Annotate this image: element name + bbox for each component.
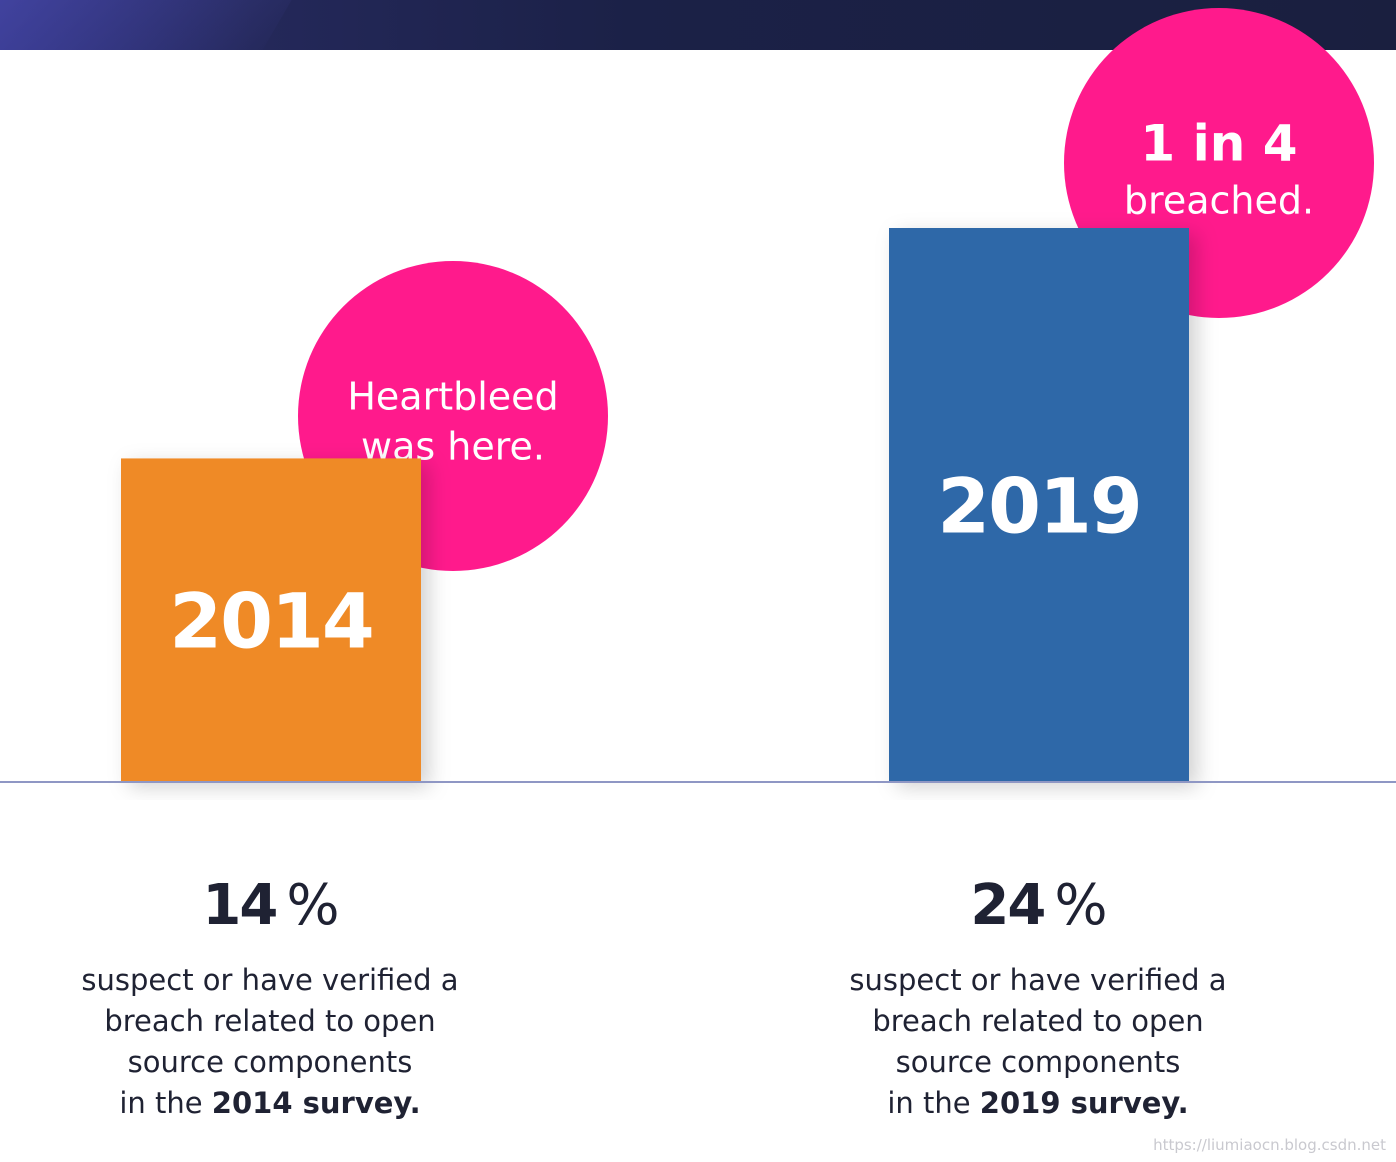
- stat-desc-line: source components: [895, 1045, 1181, 1079]
- bar-label-2014: 2014: [169, 577, 373, 666]
- bar-label-2019: 2019: [937, 462, 1141, 551]
- stat-desc-line: breach related to open: [872, 1004, 1204, 1038]
- stat-percent-2014: 14%: [40, 878, 500, 934]
- stat-desc-line: in the 2019 survey.: [808, 1083, 1268, 1124]
- annotation-label-2019: breached.: [1124, 178, 1314, 222]
- stat-percent-value: 24: [970, 873, 1046, 938]
- stat-desc-line: suspect or have verified a: [849, 963, 1227, 997]
- bar-2019: [889, 228, 1189, 781]
- stat-desc-line: breach related to open: [104, 1004, 436, 1038]
- stat-description-2014: suspect or have verified a breach relate…: [40, 960, 500, 1124]
- stat-percent-sign: %: [1054, 873, 1107, 938]
- stat-desc-line: suspect or have verified a: [81, 963, 459, 997]
- bar-2014: [121, 458, 421, 781]
- annotation-label-2014: Heartbleed: [347, 374, 558, 418]
- stat-block-2014: 14% suspect or have verified a breach re…: [40, 878, 500, 1124]
- stat-desc-line: in the 2014 survey.: [40, 1083, 500, 1124]
- stat-description-2019: suspect or have verified a breach relate…: [808, 960, 1268, 1124]
- stat-desc-prefix: in the: [119, 1086, 203, 1120]
- stat-desc-prefix: in the: [887, 1086, 971, 1120]
- annotation-label-2019: 1 in 4: [1140, 115, 1297, 173]
- stat-percent-value: 14: [202, 873, 278, 938]
- stat-percent-sign: %: [286, 873, 339, 938]
- stat-percent-2019: 24%: [808, 878, 1268, 934]
- stat-desc-survey: 2019 survey.: [979, 1086, 1189, 1120]
- stat-desc-survey: 2014 survey.: [211, 1086, 421, 1120]
- stat-desc-line: source components: [127, 1045, 413, 1079]
- watermark-text: https://liumiaocn.blog.csdn.net: [1153, 1136, 1386, 1154]
- stat-block-2019: 24% suspect or have verified a breach re…: [808, 878, 1268, 1124]
